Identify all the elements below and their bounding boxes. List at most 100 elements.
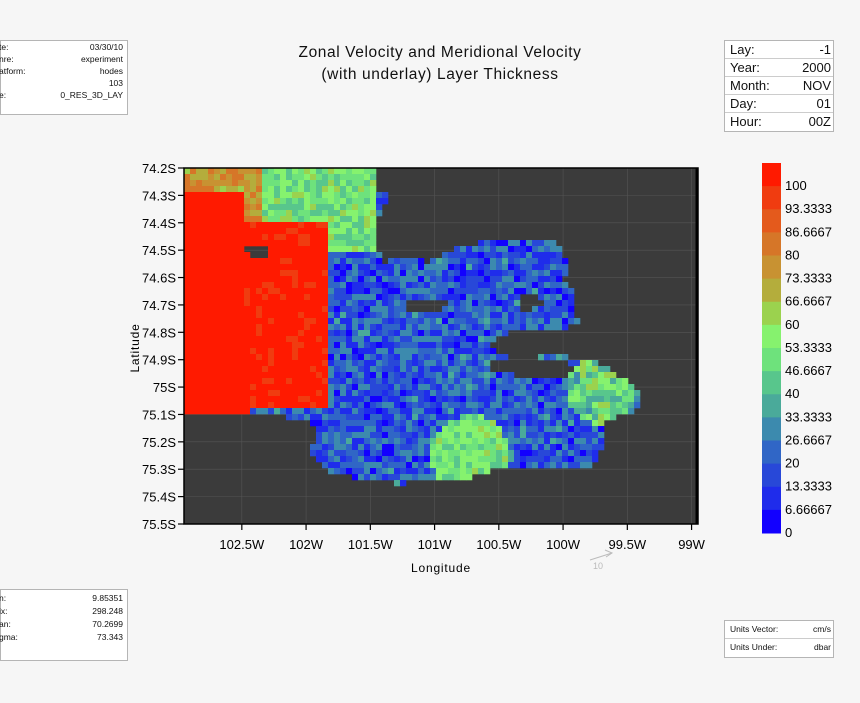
thickness-cell [256, 186, 263, 193]
thickness-cell [316, 348, 323, 355]
thickness-cell [424, 462, 431, 469]
thickness-cell [466, 288, 473, 295]
thickness-cell [400, 408, 407, 415]
thickness-cell [274, 222, 281, 229]
thickness-cell [352, 276, 359, 283]
thickness-cell [184, 180, 191, 187]
thickness-cell [262, 342, 269, 349]
thickness-cell [514, 408, 521, 415]
thickness-cell [232, 174, 239, 181]
thickness-cell [184, 402, 191, 409]
thickness-cell [418, 414, 425, 421]
thickness-cell [352, 264, 359, 271]
thickness-cell [574, 402, 581, 409]
thickness-cell [304, 336, 311, 343]
thickness-cell [310, 390, 317, 397]
thickness-cell [370, 438, 377, 445]
thickness-cell [550, 432, 557, 439]
thickness-cell [280, 300, 287, 307]
thickness-cell [274, 336, 281, 343]
thickness-cell [304, 198, 311, 205]
thickness-cell [400, 342, 407, 349]
thickness-cell [478, 426, 485, 433]
thickness-cell [214, 372, 221, 379]
info-value: 00Z [808, 114, 831, 129]
thickness-cell [394, 348, 401, 355]
thickness-cell [256, 360, 263, 367]
thickness-cell [592, 378, 599, 385]
thickness-cell [220, 168, 227, 175]
thickness-cell [316, 366, 323, 373]
thickness-cell [394, 282, 401, 289]
thickness-cell [418, 438, 425, 445]
thickness-cell [550, 240, 557, 247]
thickness-cell [316, 378, 323, 385]
thickness-cell [292, 276, 299, 283]
thickness-cell [322, 408, 329, 415]
thickness-cell [412, 360, 419, 367]
thickness-cell [304, 258, 311, 265]
thickness-cell [394, 306, 401, 313]
thickness-cell [472, 456, 479, 463]
thickness-cell [574, 318, 581, 325]
thickness-cell [292, 258, 299, 265]
thickness-cell [286, 258, 293, 265]
thickness-cell [226, 174, 233, 181]
thickness-cell [388, 312, 395, 319]
thickness-cell [442, 372, 449, 379]
thickness-cell [250, 270, 257, 277]
thickness-cell [526, 288, 533, 295]
thickness-cell [184, 276, 191, 283]
thickness-cell [364, 246, 371, 253]
thickness-cell [298, 192, 305, 199]
thickness-cell [316, 306, 323, 313]
thickness-cell [412, 324, 419, 331]
thickness-cell [472, 294, 479, 301]
thickness-cell [322, 300, 329, 307]
thickness-cell [478, 450, 485, 457]
thickness-cell [208, 180, 215, 187]
thickness-cell [484, 408, 491, 415]
thickness-cell [244, 366, 251, 373]
thickness-cell [412, 396, 419, 403]
thickness-cell [208, 252, 215, 259]
thickness-cell [208, 372, 215, 379]
thickness-cell [340, 468, 347, 475]
thickness-cell [262, 186, 269, 193]
thickness-cell [496, 258, 503, 265]
thickness-cell [490, 420, 497, 427]
thickness-cell [304, 354, 311, 361]
thickness-cell [190, 222, 197, 229]
thickness-cell [568, 402, 575, 409]
thickness-cell [418, 372, 425, 379]
thickness-cell [196, 216, 203, 223]
thickness-cell [256, 234, 263, 241]
thickness-cell [220, 198, 227, 205]
thickness-cell [460, 450, 467, 457]
thickness-cell [292, 174, 299, 181]
thickness-cell [214, 408, 221, 415]
thickness-cell [448, 438, 455, 445]
thickness-cell [508, 246, 515, 253]
thickness-cell [256, 204, 263, 211]
thickness-cell [496, 420, 503, 427]
thickness-cell [274, 252, 281, 259]
thickness-cell [388, 396, 395, 403]
thickness-cell [502, 282, 509, 289]
thickness-cell [214, 204, 221, 211]
colorbar-segment [762, 324, 781, 349]
thickness-cell [274, 360, 281, 367]
thickness-cell [418, 258, 425, 265]
thickness-cell [442, 330, 449, 337]
thickness-cell [376, 360, 383, 367]
thickness-cell [436, 348, 443, 355]
thickness-cell [394, 396, 401, 403]
thickness-cell [250, 324, 257, 331]
thickness-cell [370, 330, 377, 337]
thickness-cell [448, 294, 455, 301]
thickness-cell [304, 234, 311, 241]
thickness-cell [346, 330, 353, 337]
thickness-cell [472, 390, 479, 397]
thickness-cell [262, 174, 269, 181]
thickness-cell [286, 354, 293, 361]
